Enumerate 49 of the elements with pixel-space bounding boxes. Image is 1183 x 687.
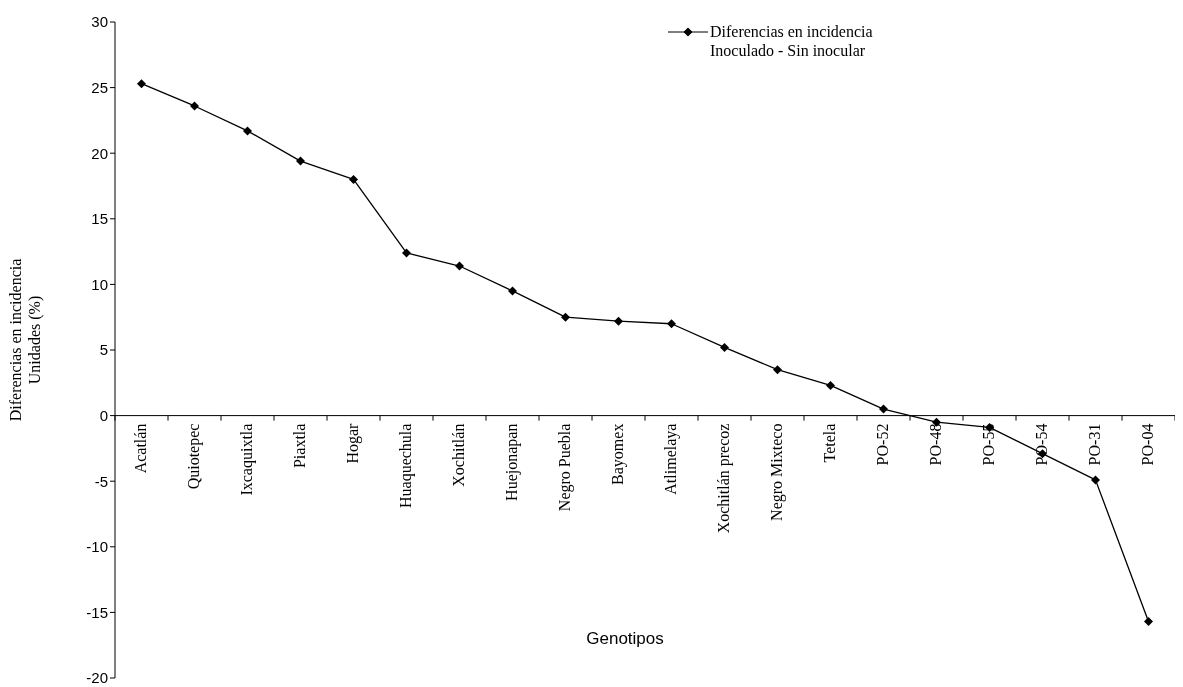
x-tick-label: PO-04: [1139, 423, 1157, 466]
x-tick-label: Atlimelaya: [662, 423, 681, 495]
y-tick-label: 0: [99, 406, 108, 424]
x-tick-label: PO-52: [874, 423, 892, 466]
point: [349, 174, 358, 184]
y-tick-label: 15: [91, 210, 108, 228]
point: [826, 380, 835, 390]
x-tick-label: Acatlán: [132, 423, 150, 474]
point: [296, 156, 305, 166]
x-tick-label: Piaxtla: [291, 423, 309, 469]
x-tick-label: Negro Mixteco: [768, 423, 787, 521]
x-tick-label: Xochitlán: [450, 423, 468, 487]
y-axis-title: Diferencias en incidencia Unidades (%): [7, 258, 44, 422]
point: [137, 79, 146, 89]
point: [402, 248, 411, 258]
y-tick-label: -10: [86, 538, 108, 556]
x-tick-label: Negro Puebla: [556, 423, 575, 512]
y-tick-label: -20: [86, 669, 108, 687]
point: [720, 342, 729, 352]
y-tick-label: 20: [91, 144, 108, 162]
point: [773, 365, 782, 375]
point: [508, 286, 517, 296]
x-tick-label: Huaquechula: [397, 423, 416, 509]
x-tick-label: Huejonapan: [503, 423, 522, 501]
point: [455, 261, 464, 271]
x-tick-label: PO-31: [1086, 423, 1104, 466]
x-tick-label: Bayomex: [609, 423, 628, 485]
point: [243, 126, 252, 136]
point: [1144, 617, 1153, 627]
x-axis-title: Genotipos: [586, 628, 664, 648]
x-tick-label: Ixcaquixtla: [238, 423, 257, 496]
point: [614, 316, 623, 326]
y-tick-label: -15: [86, 603, 108, 621]
point: [1091, 475, 1100, 485]
x-tick-label: Tetela: [821, 423, 839, 463]
y-tick-label: 5: [99, 341, 108, 359]
x-tick-label: Quiotepec: [185, 423, 204, 490]
point: [667, 319, 676, 329]
legend-label: Diferencias en incidencia Inoculado - Sin inocular: [710, 22, 873, 60]
point: [879, 404, 888, 414]
point: [561, 312, 570, 322]
y-tick-label: 10: [91, 275, 108, 293]
x-tick-label: Xochitlán precoz: [715, 423, 734, 534]
point: [190, 101, 199, 111]
x-tick-label: Hogar: [344, 422, 363, 464]
x-tick-label: PO-48: [927, 423, 945, 466]
y-tick-label: -5: [94, 472, 108, 490]
y-tick-label: 25: [91, 78, 108, 96]
y-tick-label: 30: [91, 13, 108, 31]
